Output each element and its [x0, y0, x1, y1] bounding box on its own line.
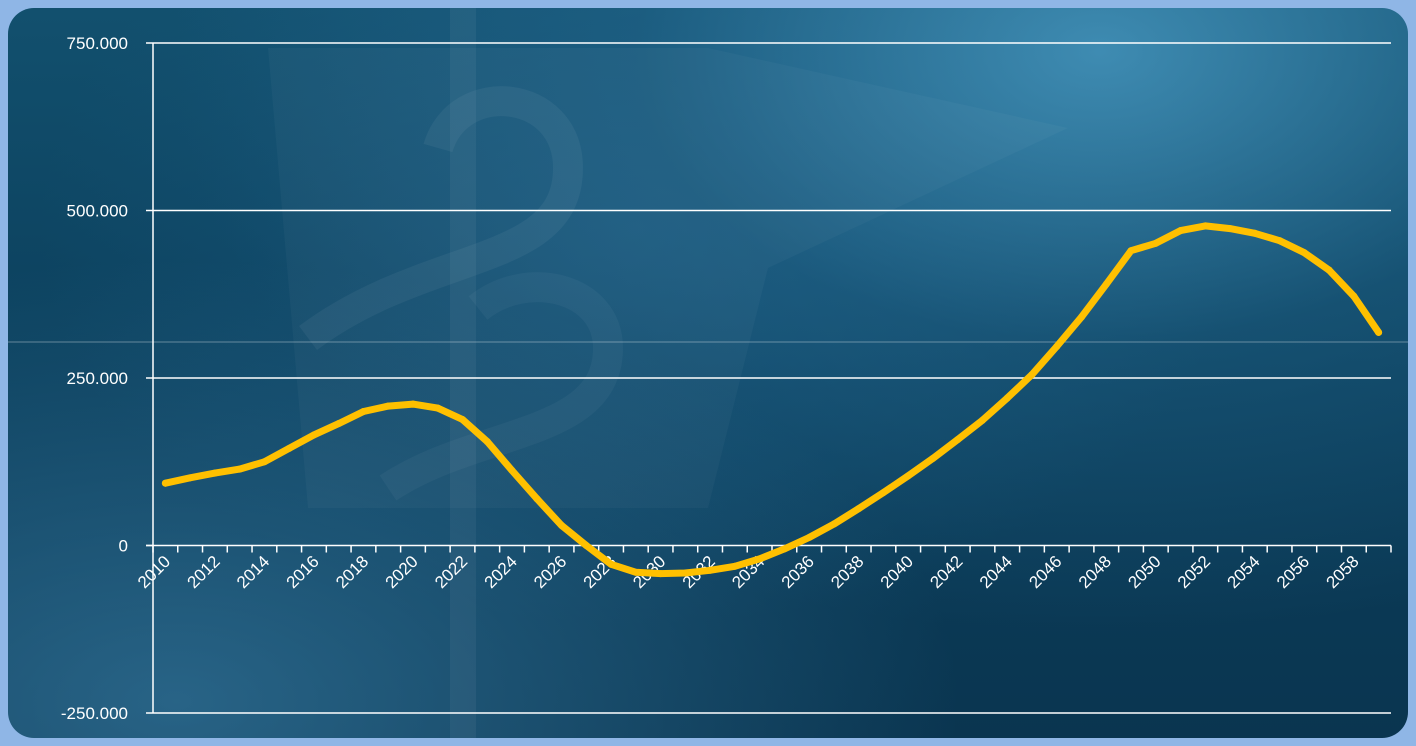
x-tick-label: 2056: [1273, 552, 1313, 592]
data-point: [1325, 266, 1333, 274]
data-point: [731, 562, 739, 570]
data-point: [1152, 239, 1160, 247]
data-point: [830, 520, 838, 528]
data-point: [1276, 237, 1284, 245]
x-tick-label: 2042: [926, 552, 966, 592]
data-point: [211, 469, 219, 477]
x-tick-label: 2018: [332, 552, 372, 592]
data-point: [434, 404, 442, 412]
data-point: [978, 416, 986, 424]
data-point: [1028, 371, 1036, 379]
data-point: [186, 474, 194, 482]
x-tick-label: 2020: [382, 552, 422, 592]
y-tick-label: 0: [119, 537, 128, 556]
x-tick-label: 2046: [1025, 552, 1065, 592]
data-point: [632, 568, 640, 576]
data-point: [359, 408, 367, 415]
data-point: [1177, 227, 1185, 235]
axes: [146, 42, 1392, 714]
data-point: [285, 444, 293, 452]
data-point: [929, 454, 937, 462]
data-point: [582, 542, 590, 549]
data-point: [236, 465, 244, 473]
data-point: [384, 402, 392, 410]
data-point: [459, 416, 466, 424]
gridlines: [153, 42, 1391, 714]
x-tick-label: 2044: [976, 552, 1016, 592]
data-point: [904, 472, 912, 480]
series-line: [161, 222, 1383, 578]
data-point: [558, 521, 566, 529]
data-point: [483, 438, 491, 446]
x-tick-label: 2048: [1075, 552, 1115, 592]
data-point: [657, 570, 665, 578]
x-tick-label: 2010: [134, 552, 174, 592]
data-point: [310, 431, 318, 439]
x-tick-label: 2012: [184, 552, 224, 592]
data-point: [1300, 249, 1308, 257]
data-point: [1375, 328, 1383, 336]
data-point: [1201, 222, 1209, 230]
series-group: [161, 222, 1383, 578]
y-axis-tick-labels: 750.000 500.000 250.000 0 -250.000: [61, 34, 128, 723]
x-tick-label: 2026: [530, 552, 570, 592]
data-point: [1251, 229, 1259, 237]
data-point: [855, 505, 863, 513]
x-tick-label: 2040: [877, 552, 917, 592]
chart-panel: 750.000 500.000 250.000 0 -250.000 2010 2012 2…: [8, 8, 1408, 738]
data-point: [1078, 313, 1085, 321]
data-point: [533, 495, 541, 503]
y-tick-label: -250.000: [61, 704, 128, 723]
watermark-snake: [299, 86, 584, 351]
data-point: [161, 479, 169, 487]
x-tick-label: 2036: [778, 552, 818, 592]
x-axis-tick-labels: 2010 2012 2014 2016 2018 2020 2022 2024 2026 2028…: [134, 552, 1363, 592]
y-tick-label: 750.000: [67, 34, 128, 53]
y-tick-label: 250.000: [67, 369, 128, 388]
data-point: [1053, 343, 1061, 351]
data-point: [335, 420, 343, 428]
data-point: [1003, 394, 1011, 402]
data-point: [954, 436, 962, 444]
data-point: [681, 569, 689, 577]
data-point: [260, 458, 268, 466]
x-tick-label: 2058: [1323, 552, 1363, 592]
data-point: [1350, 292, 1358, 300]
x-tick-label: 2054: [1223, 552, 1263, 592]
data-point: [508, 466, 516, 474]
data-point: [706, 566, 714, 574]
data-point: [879, 489, 887, 497]
watermark-snake-lower: [379, 272, 624, 501]
data-point: [607, 560, 615, 568]
y-tick-label: 500.000: [67, 202, 128, 221]
data-point: [780, 545, 788, 553]
data-point: [1127, 247, 1135, 255]
data-point: [1102, 280, 1110, 288]
x-tick-label: 2024: [481, 552, 521, 592]
x-tick-label: 2014: [233, 552, 273, 592]
data-point: [409, 400, 417, 408]
x-tick-label: 2016: [283, 552, 323, 592]
x-tick-label: 2038: [827, 552, 867, 592]
data-point: [756, 555, 764, 563]
data-point: [805, 533, 813, 541]
x-tick-label: 2050: [1124, 552, 1164, 592]
caduceus-watermark: [8, 8, 1408, 738]
data-point: [1226, 225, 1234, 233]
x-tick-label: 2052: [1174, 552, 1214, 592]
